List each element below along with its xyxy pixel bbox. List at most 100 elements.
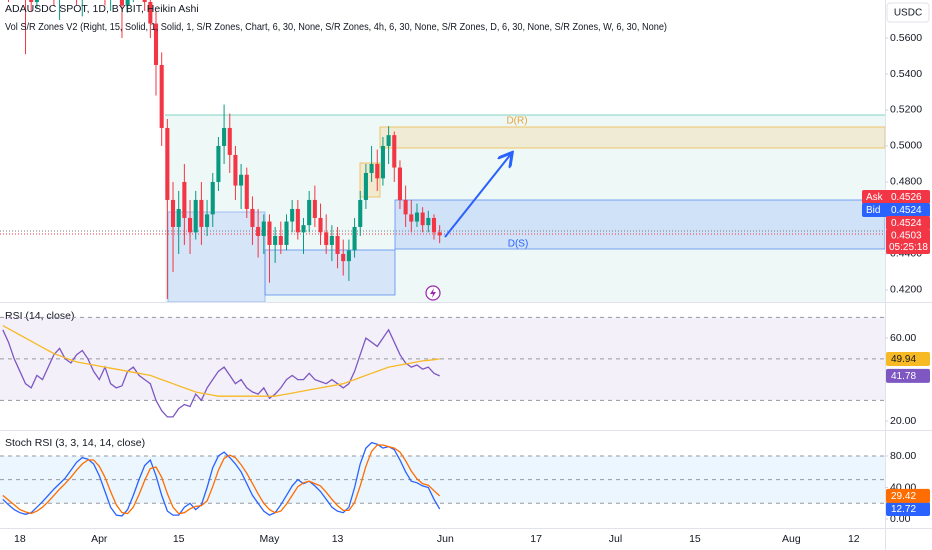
x-tick-label: 12 [848,533,860,545]
y-tick-label: 0.5200 [890,104,922,116]
value-tag [886,488,930,503]
candle-body [397,167,402,200]
candle-body [329,235,334,245]
indicator-line [2,328,440,418]
indicator-line [2,325,440,397]
candle-body [216,145,221,182]
candle-body [358,199,363,227]
candle-body [375,163,380,179]
y-tick-label: 0.5400 [890,68,922,80]
y-tick-label: 0.4200 [890,284,922,296]
candle-body [278,235,283,245]
candle-body [125,0,130,6]
sr-zones [165,114,886,303]
candle-body [386,135,391,146]
alert-icon[interactable] [425,285,441,301]
x-tick-label: Apr [91,533,108,545]
candle-body [153,23,159,65]
close-price: 0.4503 [891,231,922,242]
zone [379,126,886,149]
indicator-legend: Vol S/R Zones V2 (Right, 15, Solid, 1, S… [5,21,667,33]
candle-body [34,0,39,2]
forecast-arrow [444,154,511,238]
candle-body [392,135,397,168]
candle-body [205,214,210,227]
ask-label: Ask [866,192,884,203]
candle-body [165,127,170,200]
value-tag [886,502,930,517]
candle-body [420,212,425,226]
candle-body [119,0,125,6]
candle-body [188,217,193,233]
candle-body [414,212,420,222]
candle-body [403,199,408,215]
zone [264,249,396,296]
symbol-title: ADAUSDC SPOT, 1D, BYBIT, Heikin Ashi [5,3,199,15]
candle-body [426,217,431,226]
close-tag [886,229,930,254]
x-tick-label: Jul [609,533,622,545]
candle-body [170,199,176,227]
value-tag-label: 41.78 [891,371,916,382]
candle-body [227,127,232,155]
value-tag-label: 29.42 [891,491,916,502]
x-tick-label: 15 [689,533,701,545]
stoch-legend: Stoch RSI (3, 3, 14, 14, close) [5,437,145,449]
candle-body [346,250,351,262]
x-tick-label: 13 [332,533,344,545]
x-tick-label: 18 [14,533,26,545]
candle-body [341,253,346,262]
candle-body [29,0,34,2]
bid-label: Bid [866,205,880,216]
y-tick-label: 20.00 [890,415,916,427]
candle-body [250,208,255,227]
ask-tag [862,190,930,204]
candle-body [363,172,368,200]
currency-label[interactable]: USDC [894,8,922,19]
candle-body [431,217,437,233]
candle-body [295,208,300,233]
candle-body [324,232,329,245]
candle-body [409,214,414,222]
y-tick-label: 0.5600 [890,32,922,44]
bar-countdown: 05:25:18 [889,242,928,253]
candle-body [222,127,227,146]
value-tag [886,351,930,366]
value-tag-label: 12.72 [891,504,916,515]
y-tick-label: 0.4800 [890,176,922,188]
zone-label: D(R) [506,116,527,127]
price-tag [886,216,930,230]
last-price: 0.4524 [891,218,922,229]
candle-body [176,208,181,227]
candle-body [261,221,266,236]
candle-body [182,181,187,218]
alert-bolt[interactable] [430,288,436,298]
rsi-legend: RSI (14, close) [5,310,74,322]
candle-body [239,174,244,186]
ask-price: 0.4526 [891,192,922,203]
x-tick-label: Aug [782,533,801,545]
candle-body [267,221,272,245]
x-tick-label: 15 [173,533,185,545]
currency-button[interactable] [886,2,930,23]
candle-body [335,235,340,254]
candle-body [142,0,147,2]
candle-body [233,154,238,186]
candle-body [210,181,215,215]
y-tick-label: 0.5000 [890,140,922,152]
x-tick-label: May [260,533,281,545]
candle-body [148,1,153,24]
candle-body [307,199,312,226]
candle-body [199,199,204,227]
candle-body [369,163,374,173]
candle-body [159,64,164,128]
candle-body [193,199,198,233]
candle-body [256,226,261,236]
candle-body [352,226,357,251]
candle-body [380,145,385,179]
y-tick-label: 80.00 [890,450,916,462]
y-tick-label: 60.00 [890,332,916,344]
x-tick-label: 17 [530,533,542,545]
